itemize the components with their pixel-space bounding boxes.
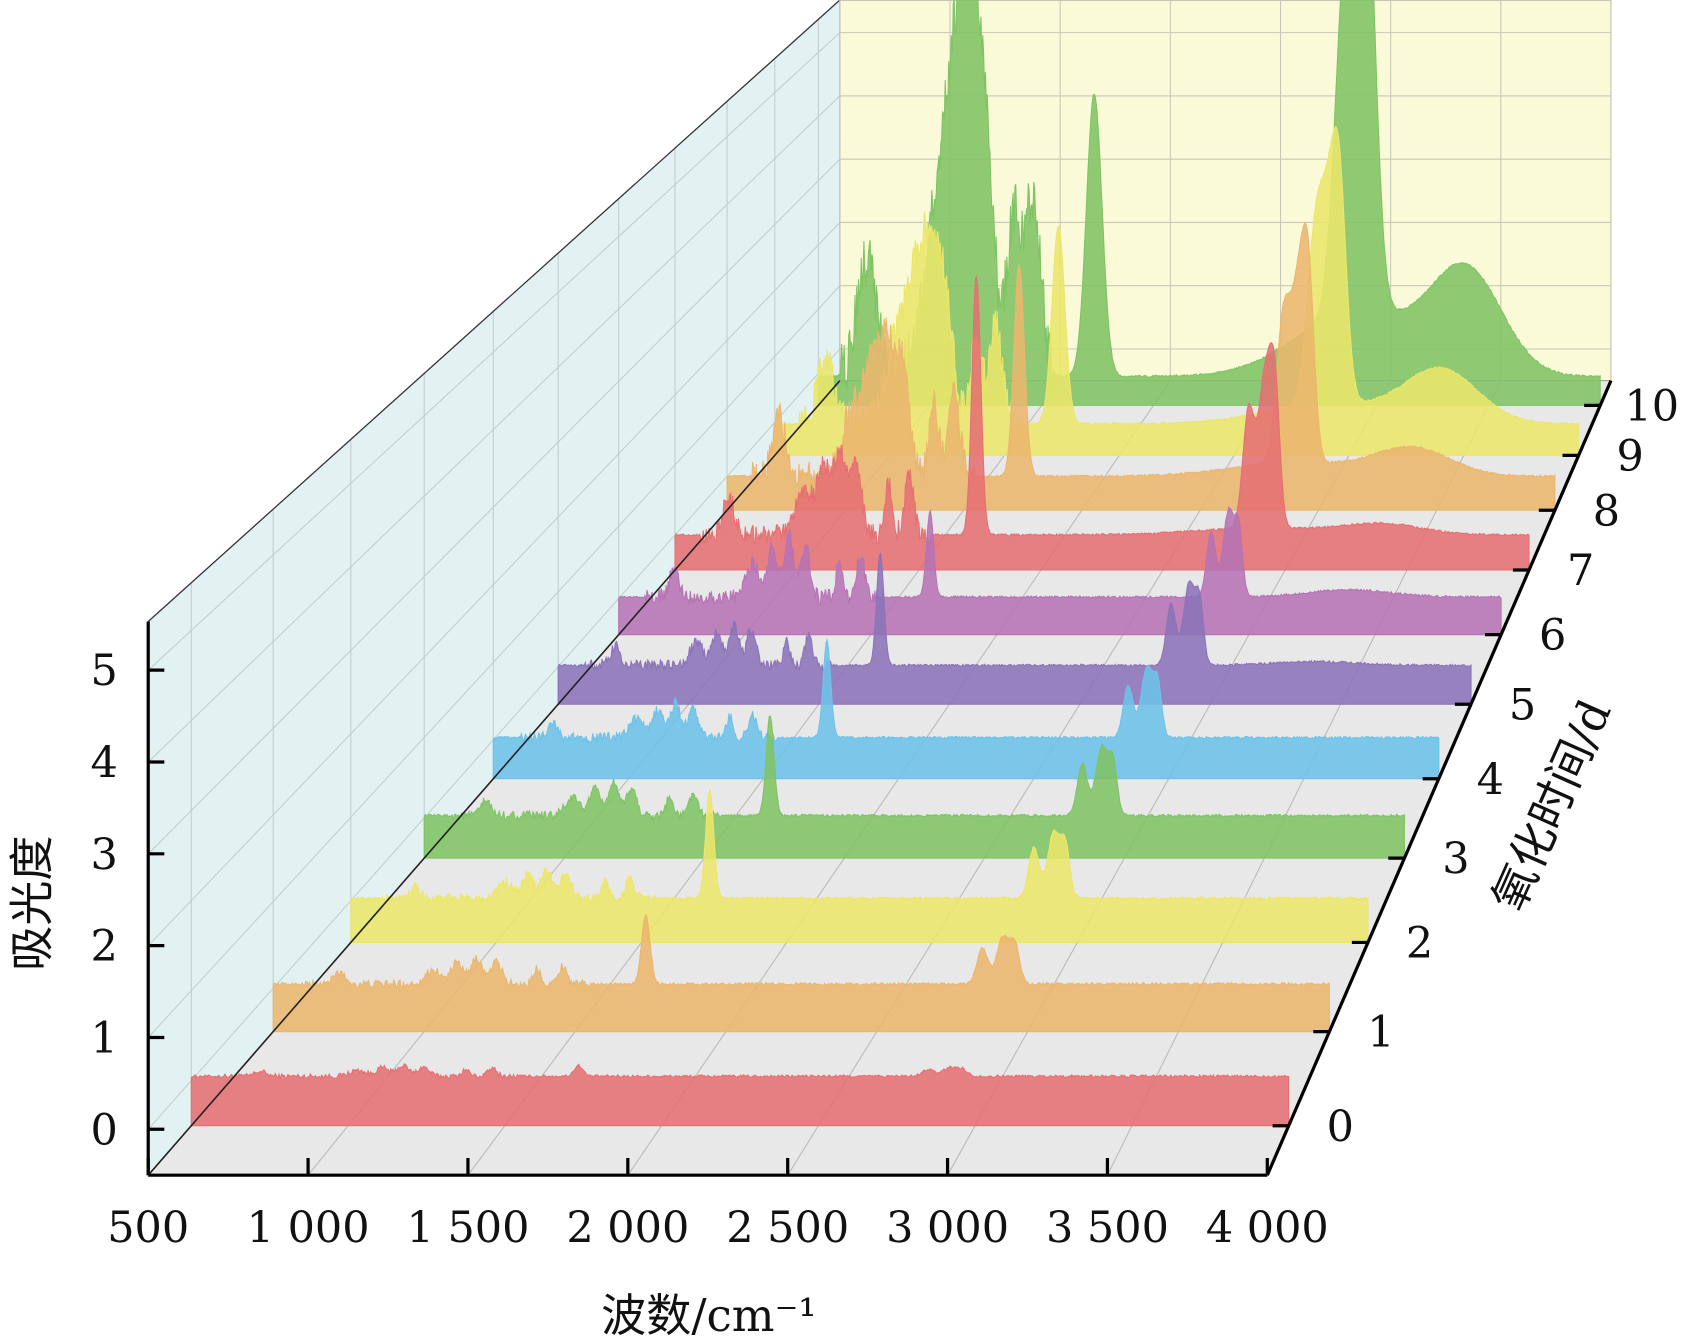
z-tick-label: 7 xyxy=(1567,546,1594,596)
x-tick-label: 1 500 xyxy=(406,1203,529,1253)
spectrum-day-3 xyxy=(423,715,1405,859)
x-tick-label: 2 500 xyxy=(726,1203,849,1253)
left-wall-level-gridline xyxy=(148,158,840,855)
y-tick-label: 3 xyxy=(91,830,118,880)
left-wall-level-gridline xyxy=(148,222,840,947)
z-tick-label: 5 xyxy=(1509,680,1536,730)
floor-left-edge xyxy=(147,380,841,1176)
z-tick-label: 1 xyxy=(1367,1008,1394,1058)
y-tick-label: 4 xyxy=(91,738,118,788)
spectrum-day-0 xyxy=(190,1063,1290,1127)
z-tick-label: 9 xyxy=(1617,431,1644,481)
y-tick-label: 5 xyxy=(91,646,118,696)
x-tick-label: 2 000 xyxy=(566,1203,689,1253)
axes-layer xyxy=(146,379,1613,1177)
x-tick-label: 3 500 xyxy=(1046,1203,1169,1253)
y-tick-label: 1 xyxy=(91,1013,118,1063)
z-tick-label: 10 xyxy=(1624,381,1679,431)
y-tick-label: 0 xyxy=(91,1105,118,1155)
spectrum-day-5 xyxy=(557,552,1472,705)
x-tick-label: 1 000 xyxy=(247,1203,370,1253)
left-wall-top-edge xyxy=(147,0,841,622)
spectrum-day-4 xyxy=(492,638,1440,780)
z-tick-label: 3 xyxy=(1442,834,1469,884)
z-axis-line xyxy=(1265,379,1613,1176)
y-tick-label: 2 xyxy=(91,922,118,972)
y-axis-title: 吸光度 xyxy=(5,835,58,970)
spectrum-day-10 xyxy=(817,0,1601,406)
left-wall-level-gridline xyxy=(148,285,840,1038)
spectra-layer xyxy=(190,0,1601,1127)
z-tick-label: 0 xyxy=(1327,1102,1354,1152)
z-tick-label: 6 xyxy=(1539,611,1566,661)
z-tick-label: 8 xyxy=(1593,486,1620,536)
z-tick-label: 2 xyxy=(1406,918,1433,968)
z-axis-title: 氧化时间/d xyxy=(1482,692,1622,919)
spectrum-day-8 xyxy=(726,221,1556,511)
left-wall-level-gridline xyxy=(148,95,840,763)
z-tick-label: 4 xyxy=(1477,755,1504,805)
x-tick-label: 4 000 xyxy=(1206,1203,1329,1253)
left-wall-level-gridline xyxy=(148,32,840,671)
spectrum-day-2 xyxy=(350,788,1369,943)
x-tick-label: 3 000 xyxy=(886,1203,1009,1253)
left-wall-plane xyxy=(148,0,840,1176)
spectrum-day-7 xyxy=(674,275,1530,571)
x-tick-label: 500 xyxy=(107,1203,189,1253)
spectrum-day-1 xyxy=(272,913,1330,1033)
x-axis-title: 波数/cm⁻¹ xyxy=(601,1289,816,1342)
spectrum-day-6 xyxy=(618,506,1502,636)
